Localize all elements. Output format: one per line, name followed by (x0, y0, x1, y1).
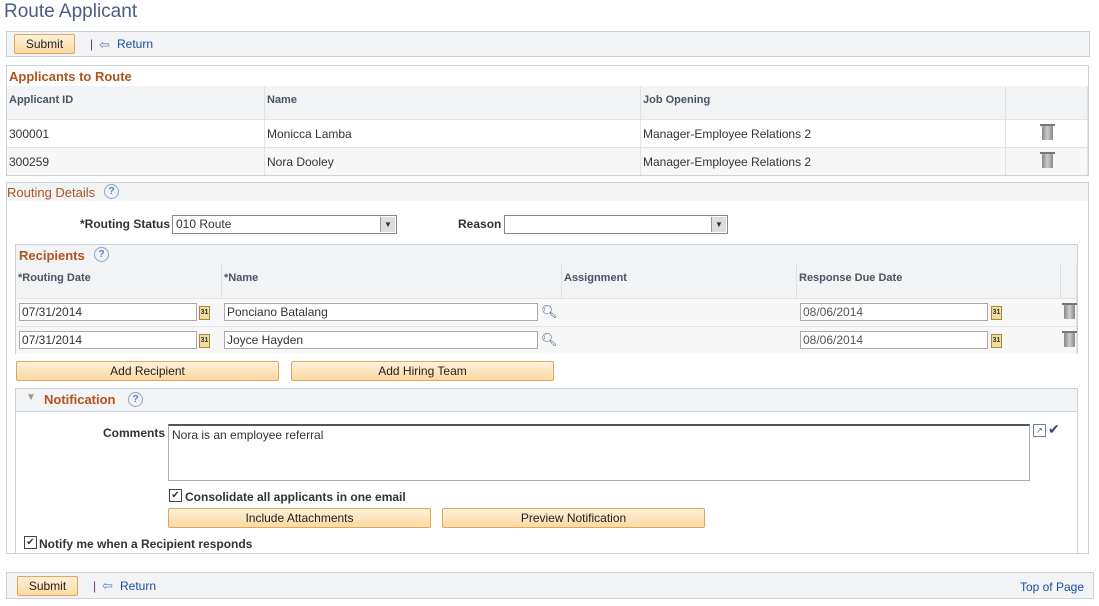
recipients-title: Recipients (19, 248, 85, 263)
help-icon[interactable]: ? (128, 392, 143, 407)
preview-notification-button[interactable]: Preview Notification (442, 508, 705, 528)
spellcheck-icon[interactable]: ✔ (1048, 421, 1060, 437)
comments-textarea[interactable]: Nora is an employee referral (168, 424, 1030, 481)
applicant-id: 300259 (7, 147, 265, 175)
notify-checkbox[interactable]: ✔ (24, 536, 37, 549)
routing-status-select[interactable]: 010 Route ▼ (172, 215, 397, 234)
applicant-name: Nora Dooley (265, 147, 641, 175)
separator: | (93, 579, 97, 593)
trash-icon[interactable] (1040, 152, 1055, 168)
trash-icon[interactable] (1040, 124, 1055, 140)
col-name: Name (265, 86, 641, 119)
job-opening: Manager-Employee Relations 2 (641, 147, 1006, 175)
col-routing-date: *Routing Date (16, 264, 222, 298)
col-response-due-date: Response Due Date (797, 264, 1061, 298)
left-arrow-icon: ⇦ (102, 578, 113, 593)
trash-icon[interactable] (1062, 331, 1077, 347)
submit-button[interactable]: Submit (17, 576, 78, 596)
submit-button[interactable]: Submit (14, 34, 75, 54)
magnifier-icon[interactable]: 🔍︎ (541, 304, 558, 319)
job-opening: Manager-Employee Relations 2 (641, 119, 1006, 147)
top-toolbar (6, 31, 1090, 57)
left-arrow-icon: ⇦ (99, 37, 110, 52)
applicants-grid: Applicants to Route Applicant ID Name Jo… (6, 65, 1089, 176)
routing-date-input[interactable]: 07/31/2014 (19, 303, 197, 321)
dropdown-arrow-icon: ▼ (380, 217, 395, 232)
notify-label: Notify me when a Recipient responds (39, 537, 253, 551)
include-attachments-button[interactable]: Include Attachments (168, 508, 431, 528)
calendar-icon[interactable]: 31 (199, 306, 210, 320)
calendar-icon[interactable]: 31 (199, 334, 210, 348)
add-hiring-team-button[interactable]: Add Hiring Team (291, 361, 554, 381)
help-icon[interactable]: ? (94, 247, 109, 262)
recipient-name-input[interactable]: Joyce Hayden (224, 331, 538, 349)
page-title: Route Applicant (4, 1, 138, 22)
reason-select[interactable]: ▼ (504, 215, 728, 234)
routing-details-title: Routing Details (7, 185, 96, 200)
consolidate-label: Consolidate all applicants in one email (185, 490, 406, 504)
calendar-icon[interactable]: 31 (991, 306, 1002, 320)
col-assignment: Assignment (562, 264, 797, 298)
applicants-title: Applicants to Route (9, 69, 132, 84)
return-link[interactable]: Return (117, 37, 154, 51)
reason-label: Reason (458, 217, 502, 231)
calendar-icon[interactable]: 31 (991, 334, 1002, 348)
response-due-date-input[interactable]: 08/06/2014 (800, 303, 988, 321)
top-of-page-link[interactable]: Top of Page (1019, 580, 1084, 594)
applicant-name: Monicca Lamba (265, 119, 641, 147)
col-job-opening: Job Opening (641, 86, 1006, 119)
separator: | (90, 37, 94, 51)
response-due-date-input[interactable]: 08/06/2014 (800, 331, 988, 349)
trash-icon[interactable] (1062, 303, 1077, 319)
applicant-id: 300001 (7, 119, 265, 147)
dropdown-arrow-icon: ▼ (711, 217, 726, 232)
col-name: *Name (222, 264, 562, 298)
col-applicant-id: Applicant ID (7, 86, 265, 119)
routing-date-input[interactable]: 07/31/2014 (19, 331, 197, 349)
expand-icon[interactable]: ↗ (1033, 424, 1046, 437)
magnifier-icon[interactable]: 🔍︎ (541, 332, 558, 347)
routing-status-label: *Routing Status (80, 217, 170, 231)
add-recipient-button[interactable]: Add Recipient (16, 361, 279, 381)
notification-header[interactable] (16, 389, 1077, 412)
recipient-name-input[interactable]: Ponciano Batalang (224, 303, 538, 321)
consolidate-checkbox[interactable]: ✔ (169, 489, 182, 502)
collapse-triangle-icon[interactable]: ▼ (26, 392, 36, 403)
notification-title: Notification (44, 392, 116, 407)
bottom-toolbar (6, 572, 1094, 599)
comments-label: Comments (103, 426, 166, 440)
recipients-grid: Recipients ? *Routing Date *Name Assignm… (15, 244, 1078, 354)
notification-section (15, 388, 1078, 554)
help-icon[interactable]: ? (104, 184, 119, 199)
return-link[interactable]: Return (120, 579, 157, 593)
